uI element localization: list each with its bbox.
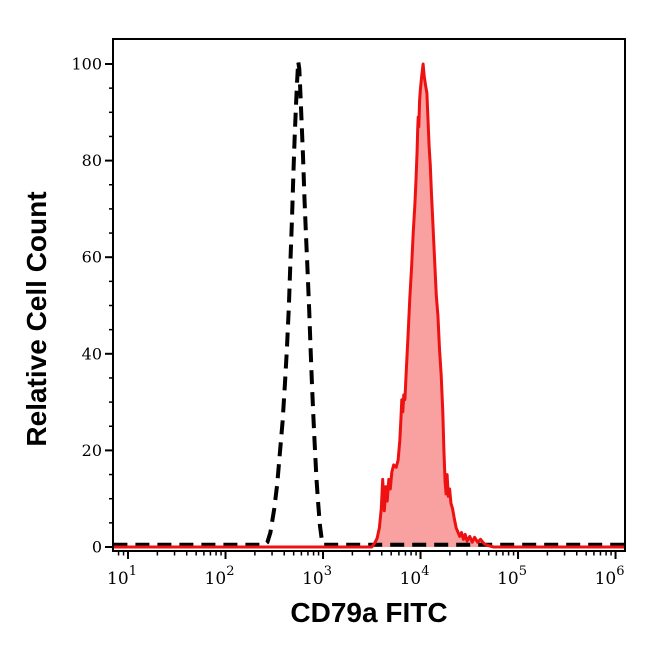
y-tick-label: 0 [92, 538, 102, 557]
cd79a-histogram-curve [113, 62, 626, 549]
plot-frame [112, 38, 626, 552]
x-tick-label: 102 [205, 564, 235, 589]
x-tick-label: 101 [107, 564, 137, 589]
y-tick-label: 100 [71, 55, 102, 74]
y-tick-label: 80 [82, 151, 102, 170]
y-tick-label: 20 [82, 441, 102, 460]
control-histogram-dashed-curve [113, 61, 626, 547]
cd79a-histogram-fill [113, 64, 626, 547]
x-tick-label: 104 [400, 564, 430, 589]
y-axis-title: Relative Cell Count [21, 191, 52, 447]
x-tick-label: 103 [302, 564, 332, 589]
x-tick-label: 105 [497, 564, 527, 589]
y-tick-label: 60 [82, 248, 102, 267]
y-tick-label: 40 [82, 344, 102, 363]
x-tick-label: 106 [595, 564, 625, 589]
x-axis-title: CD79a FITC [290, 597, 448, 628]
